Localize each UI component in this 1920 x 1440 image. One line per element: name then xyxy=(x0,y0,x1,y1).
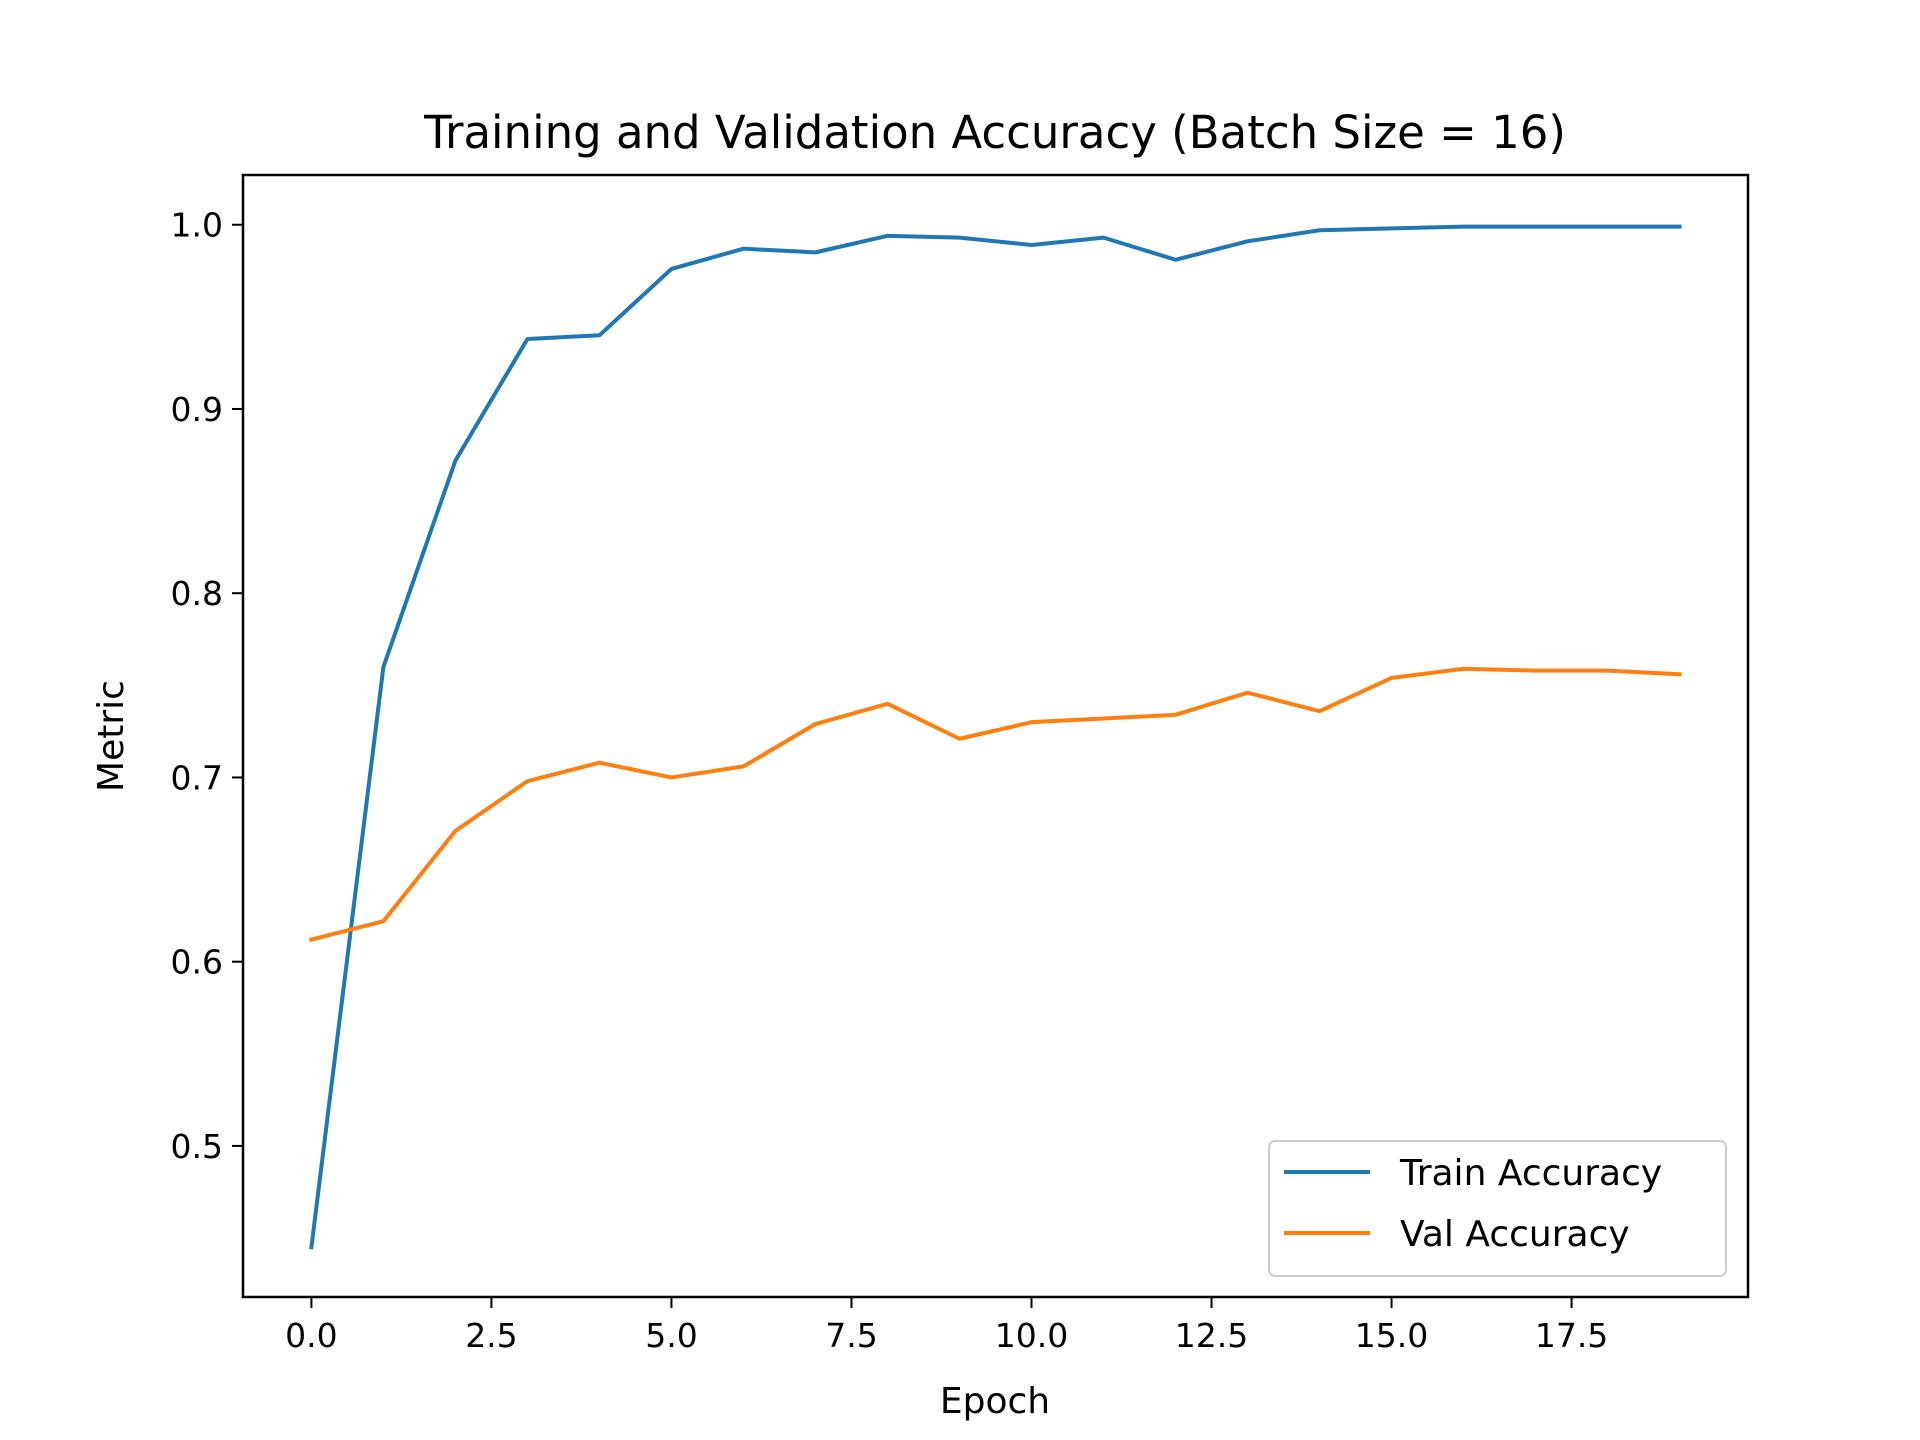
y-tick-label: 0.7 xyxy=(171,758,223,797)
legend-box xyxy=(1268,1140,1727,1277)
x-tick-label: 15.0 xyxy=(1355,1316,1428,1355)
y-axis-label: Metric xyxy=(91,680,132,792)
legend-label: Val Accuracy xyxy=(1400,1214,1630,1255)
chart-title: Training and Validation Accuracy (Batch … xyxy=(423,106,1566,159)
y-tick-label: 0.5 xyxy=(171,1127,223,1166)
series-lines xyxy=(308,224,1682,1250)
x-tick-label: 17.5 xyxy=(1535,1316,1608,1355)
legend-label: Train Accuracy xyxy=(1399,1153,1662,1194)
y-tick-label: 0.8 xyxy=(171,574,223,613)
plot-frame xyxy=(241,173,1750,1299)
legend: Train Accuracy Val Accuracy xyxy=(1268,1140,1727,1277)
y-tick-label: 0.6 xyxy=(171,943,223,982)
x-tick-label: 5.0 xyxy=(645,1316,697,1355)
series-line-0 xyxy=(309,224,1682,1250)
y-tick-label: 0.9 xyxy=(171,390,223,429)
x-tick-label: 7.5 xyxy=(825,1316,877,1355)
x-tick-label: 12.5 xyxy=(1175,1316,1248,1355)
x-axis-label: Epoch xyxy=(940,1381,1050,1422)
series-line-1 xyxy=(308,666,1682,943)
x-axis: 0.0 2.5 5.0 7.5 10.0 12.5 15.0 17.5 xyxy=(285,1297,1608,1355)
y-tick-label: 1.0 xyxy=(171,206,223,245)
x-tick-label: 2.5 xyxy=(465,1316,517,1355)
y-axis: 0.5 0.6 0.7 0.8 0.9 1.0 xyxy=(171,206,243,1166)
x-tick-label: 0.0 xyxy=(285,1316,337,1355)
x-tick-label: 10.0 xyxy=(995,1316,1068,1355)
